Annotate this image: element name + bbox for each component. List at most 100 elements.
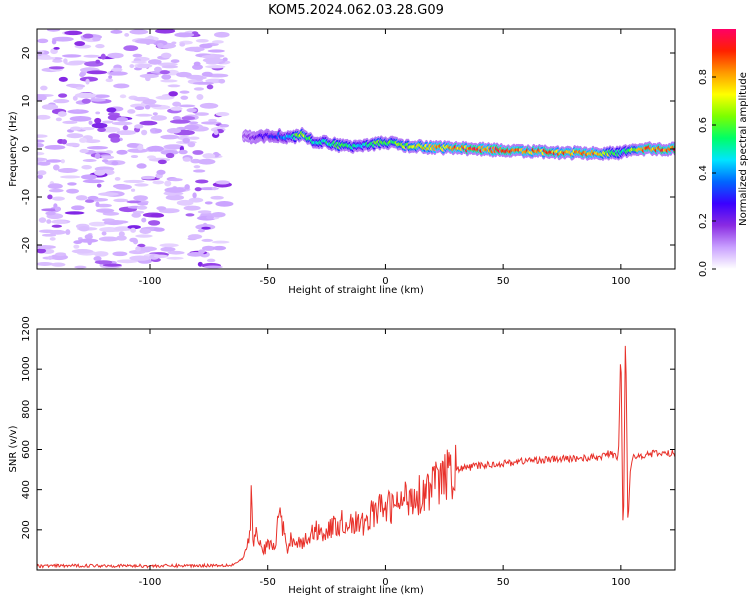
x-tick-label: -50: [260, 577, 276, 588]
noise-blob: [37, 245, 56, 250]
noise-blob: [186, 74, 205, 80]
noise-blob: [89, 98, 106, 102]
y-tick-label: 20: [21, 47, 32, 60]
noise-blob: [140, 246, 157, 252]
noise-blob: [93, 251, 109, 257]
snr-background: [37, 329, 675, 570]
noise-blob: [101, 155, 115, 160]
noise-blob: [165, 152, 175, 159]
noise-blob: [171, 41, 177, 45]
noise-blob: [214, 31, 230, 38]
x-tick-label: 100: [611, 276, 630, 287]
noise-blob: [58, 76, 68, 82]
noise-blob: [130, 188, 136, 192]
noise-blob: [172, 101, 182, 107]
noise-blob: [192, 64, 204, 70]
noise-blob: [168, 178, 183, 182]
noise-blob: [126, 143, 140, 148]
snr-y-ticks: 200 400 600 800 1000 1200: [21, 316, 675, 539]
noise-blob: [97, 192, 119, 197]
noise-blob: [194, 187, 202, 192]
noise-blob: [37, 56, 56, 60]
noise-blob: [164, 187, 186, 193]
noise-blob: [74, 92, 97, 99]
noise-blob: [83, 54, 100, 58]
y-tick-label: -10: [21, 189, 32, 205]
noise-blob: [203, 265, 223, 269]
noise-blob: [135, 234, 153, 238]
noise-blob: [157, 42, 164, 49]
noise-blob: [212, 245, 227, 251]
noise-blob: [195, 179, 209, 184]
noise-blob: [57, 168, 78, 173]
noise-blob: [52, 164, 60, 171]
noise-blob: [122, 125, 129, 131]
noise-blob: [202, 57, 223, 63]
noise-blob: [152, 112, 158, 116]
y-tick-label: 200: [21, 520, 32, 539]
noise-blob: [135, 246, 141, 252]
noise-blob: [78, 238, 99, 243]
noise-blob: [215, 111, 230, 117]
noise-blob: [112, 251, 128, 257]
noise-blob: [108, 71, 128, 76]
x-tick-label: 0: [382, 577, 388, 588]
noise-blob: [49, 237, 56, 241]
noise-blob: [134, 124, 144, 129]
x-tick-label: 50: [497, 577, 510, 588]
noise-blob: [66, 133, 84, 139]
y-tick-label: 0: [21, 146, 32, 152]
noise-blob: [92, 37, 101, 42]
noise-blob: [134, 106, 145, 111]
noise-blob: [174, 32, 195, 38]
noise-blob: [160, 52, 172, 59]
noise-blob: [133, 195, 148, 201]
noise-blob: [104, 150, 114, 154]
noise-blob: [95, 203, 112, 208]
noise-blob: [79, 148, 89, 154]
noise-blob: [46, 29, 61, 32]
noise-blob: [208, 118, 217, 122]
noise-blob: [141, 175, 156, 180]
noise-blob: [114, 176, 121, 181]
noise-blob: [73, 244, 80, 249]
noise-blob: [207, 49, 225, 53]
spectrogram-ridge: [241, 127, 675, 161]
noise-blob: [111, 161, 119, 166]
noise-blob: [65, 229, 71, 235]
noise-blob: [106, 107, 117, 113]
noise-blob: [206, 258, 216, 263]
noise-blob: [193, 165, 201, 169]
noise-blob: [188, 121, 199, 125]
noise-blob: [156, 206, 167, 211]
noise-blob: [183, 205, 201, 211]
spectrogram-x-ticks: -100 -50 0 50 100: [139, 29, 630, 287]
noise-blob: [81, 127, 95, 131]
noise-blob: [201, 245, 216, 251]
noise-blob: [139, 228, 152, 234]
noise-blob: [69, 115, 92, 122]
y-tick-label: 1000: [21, 356, 32, 381]
spectrogram-y-label: Frequency (Hz): [8, 111, 19, 187]
noise-blob: [219, 124, 230, 128]
snr-panel: -100 -50 0 50 100 200 400 600 800 1000 1200 Heigh…: [8, 316, 676, 596]
noise-blob: [85, 78, 90, 85]
noise-blob: [51, 224, 62, 228]
noise-blob: [96, 183, 102, 188]
noise-blob: [37, 142, 44, 148]
noise-blob: [48, 188, 64, 193]
colorbar: 0.0 0.2 0.4 0.6 0.8 Normalized spectral ampl…: [698, 29, 749, 277]
noise-blob: [188, 136, 200, 140]
noise-blob: [204, 201, 213, 205]
noise-blob: [222, 57, 228, 62]
noise-blob: [210, 195, 224, 200]
x-tick-label: 0: [382, 276, 388, 287]
noise-blob: [193, 87, 205, 91]
noise-blob: [184, 124, 200, 131]
noise-blob: [92, 94, 110, 99]
noise-blob: [129, 237, 138, 243]
y-tick-label: 800: [21, 400, 32, 419]
noise-blob: [37, 95, 47, 101]
noise-blob: [41, 233, 57, 237]
